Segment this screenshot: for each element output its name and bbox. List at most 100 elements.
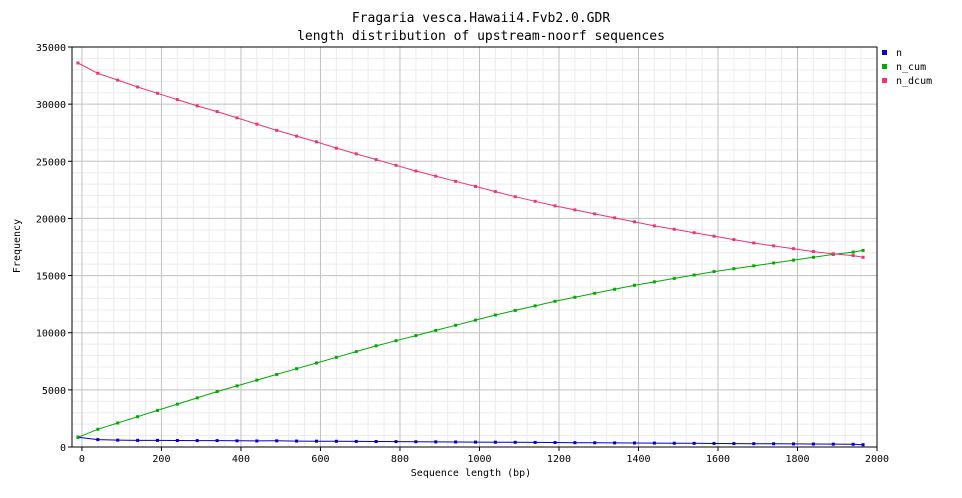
data-point-n <box>215 439 219 443</box>
x-tick-label: 2000 <box>865 454 889 465</box>
data-point-n <box>752 442 756 446</box>
chart-subtitle: length distribution of upstream-noorf se… <box>297 29 665 44</box>
data-point-n_cum <box>573 295 577 299</box>
data-point-n <box>136 438 140 442</box>
data-point-n_dcum <box>275 128 279 132</box>
data-point-n_dcum <box>732 238 736 242</box>
data-point-n <box>175 438 179 442</box>
legend-marker-n_cum <box>882 64 887 69</box>
data-point-n_cum <box>613 287 617 291</box>
data-point-n_dcum <box>116 78 120 82</box>
data-point-n <box>672 441 676 445</box>
data-point-n_cum <box>295 367 299 371</box>
data-point-n_cum <box>175 402 179 406</box>
data-point-n_cum <box>652 280 656 284</box>
data-point-n_cum <box>195 396 199 400</box>
data-point-n <box>553 441 557 445</box>
chart-title: Fragaria vesca.Hawaii4.Fvb2.0.GDR <box>352 11 610 26</box>
data-point-n_cum <box>772 261 776 265</box>
y-axis-ticks: 0 5000 10000 15000 20000 25000 30000 35000 <box>36 43 72 454</box>
x-tick-label: 1800 <box>785 454 809 465</box>
y-tick-label: 30000 <box>36 100 66 111</box>
data-point-n <box>414 440 418 444</box>
x-axis-label: Sequence length (bp) <box>411 468 531 479</box>
x-tick-label: 200 <box>152 454 170 465</box>
data-point-n_cum <box>792 258 796 262</box>
data-point-n_cum <box>215 390 219 394</box>
data-point-n <box>473 440 477 444</box>
x-tick-label: 1200 <box>547 454 571 465</box>
data-point-n_dcum <box>295 134 299 138</box>
data-point-n_cum <box>513 308 517 312</box>
data-point-n_dcum <box>633 220 637 224</box>
data-point-n_cum <box>473 318 477 322</box>
data-point-n <box>374 440 378 444</box>
data-point-n_cum <box>275 372 279 376</box>
x-tick-label: 1000 <box>467 454 491 465</box>
data-point-n_cum <box>394 339 398 343</box>
data-point-n_cum <box>593 291 597 295</box>
data-point-n_cum <box>255 378 259 382</box>
data-point-n_dcum <box>136 85 140 89</box>
data-point-n <box>613 441 617 445</box>
y-tick-label: 35000 <box>36 43 66 54</box>
data-point-n_dcum <box>792 247 796 251</box>
series-n <box>76 435 865 447</box>
x-tick-label: 1400 <box>626 454 650 465</box>
data-point-n_cum <box>692 273 696 277</box>
data-point-n <box>692 441 696 445</box>
data-point-n <box>772 442 776 446</box>
data-point-n_dcum <box>811 250 815 254</box>
x-tick-label: 600 <box>311 454 329 465</box>
data-point-n_dcum <box>613 216 617 220</box>
minor-grid <box>72 47 877 447</box>
data-point-n_cum <box>861 248 865 252</box>
data-point-n_cum <box>155 408 159 412</box>
data-point-n_cum <box>851 250 855 254</box>
data-point-n_dcum <box>493 190 497 194</box>
data-point-n <box>96 438 100 442</box>
data-point-n_dcum <box>672 227 676 231</box>
data-point-n_dcum <box>513 195 517 199</box>
data-point-n_cum <box>434 328 438 332</box>
data-point-n_dcum <box>374 158 378 162</box>
data-point-n <box>354 439 358 443</box>
data-point-n <box>792 442 796 446</box>
data-point-n_cum <box>732 267 736 271</box>
data-point-n_dcum <box>434 174 438 178</box>
x-tick-label: 800 <box>391 454 409 465</box>
data-point-n_dcum <box>414 169 418 173</box>
data-point-n <box>513 440 517 444</box>
data-point-n_dcum <box>692 231 696 235</box>
data-point-n <box>633 441 637 445</box>
data-point-n_cum <box>76 435 80 439</box>
data-point-n_cum <box>533 304 537 308</box>
data-point-n_cum <box>374 344 378 348</box>
y-tick-label: 10000 <box>36 329 66 340</box>
data-point-n_cum <box>493 313 497 317</box>
data-point-n_dcum <box>96 71 100 75</box>
data-point-n <box>394 440 398 444</box>
data-point-n_cum <box>235 384 239 388</box>
data-point-n_dcum <box>652 224 656 228</box>
legend: n n_cum n_dcum <box>882 48 932 87</box>
data-point-n <box>732 442 736 446</box>
data-point-n <box>831 442 835 446</box>
data-point-n <box>334 439 338 443</box>
data-point-n_cum <box>354 350 358 354</box>
data-point-n_dcum <box>861 255 865 259</box>
data-point-n_dcum <box>851 254 855 258</box>
data-point-n_cum <box>96 427 100 431</box>
data-point-n_dcum <box>255 122 259 126</box>
data-point-n_cum <box>414 334 418 338</box>
y-axis-label: Frequency <box>12 219 23 273</box>
data-point-n <box>155 438 159 442</box>
data-point-n_cum <box>712 270 716 274</box>
legend-marker-n <box>882 50 887 55</box>
data-point-n_dcum <box>772 244 776 248</box>
data-point-n <box>255 439 259 443</box>
data-point-n_dcum <box>831 252 835 256</box>
data-point-n_dcum <box>195 104 199 108</box>
data-point-n <box>851 442 855 446</box>
